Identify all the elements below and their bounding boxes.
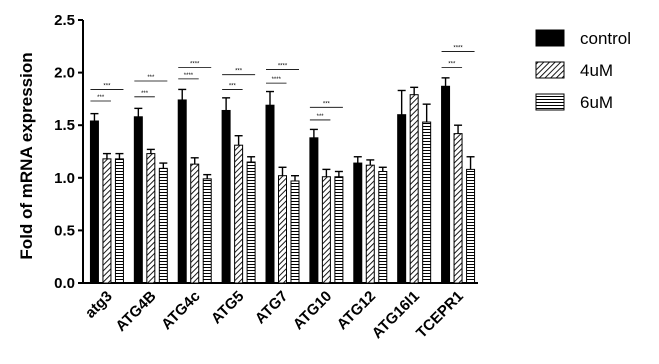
bar-6uM	[290, 180, 300, 284]
significance-label: ****	[272, 77, 282, 83]
bar-control	[441, 85, 451, 284]
significance-label: ***	[235, 69, 243, 75]
bar-6uM	[466, 168, 476, 284]
bar-4uM	[190, 163, 200, 284]
significance-label: ***	[97, 95, 105, 101]
bar-control	[265, 104, 275, 284]
x-tick-label: ATG16l1	[369, 288, 423, 342]
bar-6uM	[334, 176, 344, 284]
x-tick-label: TCEPR1	[413, 288, 467, 342]
legend-swatch-6uM	[535, 93, 565, 111]
y-tick-label: 0.0	[54, 275, 75, 292]
bar-control	[397, 114, 407, 284]
y-axis-title: Fold of mRNA expression	[17, 52, 36, 259]
x-tick-label: ATG4B	[112, 288, 159, 335]
legend-label-4uM: 4uM	[580, 61, 613, 80]
bar-6uM	[246, 161, 256, 284]
bar-4uM	[321, 176, 331, 284]
significance-label: ****	[184, 73, 194, 79]
bar-control	[353, 162, 363, 284]
significance-label: ***	[229, 83, 237, 89]
y-tick-label: 2.0	[54, 65, 75, 82]
bar-6uM	[378, 170, 388, 284]
bar-6uM	[202, 178, 212, 284]
legend-swatch-control	[535, 29, 565, 47]
significance-label: ****	[190, 61, 200, 67]
significance-label: ***	[317, 114, 325, 120]
legend-label-6uM: 6uM	[580, 93, 613, 112]
significance-label: ***	[448, 61, 456, 67]
legend-label-control: control	[580, 29, 631, 48]
bar-4uM	[102, 158, 112, 284]
significance-label: ***	[323, 101, 331, 107]
bar-4uM	[278, 175, 287, 284]
significance-label: ***	[103, 83, 111, 89]
legend: control 4uM 6uM	[535, 29, 631, 112]
bar-control	[177, 99, 187, 284]
significance-label: ****	[453, 46, 463, 52]
x-tick-label: ATG5	[208, 288, 248, 328]
legend-swatch-4uM	[535, 61, 565, 79]
bar-6uM	[422, 121, 432, 284]
y-tick-label: 2.5	[54, 12, 75, 29]
y-tick-label: 1.5	[54, 117, 75, 134]
bar-control	[221, 109, 231, 284]
x-tick-label: atg3	[82, 288, 116, 322]
x-tick-label: ATG10	[290, 288, 335, 333]
y-tick-label: 1.0	[54, 170, 75, 187]
x-tick-label: ATG7	[252, 288, 292, 328]
y-tick-label: 0.5	[54, 222, 75, 239]
bar-control	[89, 120, 99, 284]
bar-4uM	[365, 164, 375, 284]
bar-4uM	[234, 144, 244, 284]
bar-4uM	[409, 94, 419, 284]
x-tick-label: ATG4c	[158, 288, 203, 333]
bar-4uM	[146, 153, 156, 284]
bar-6uM	[158, 167, 168, 284]
significance-label: ***	[141, 91, 149, 97]
bar-6uM	[114, 158, 124, 284]
bar-4uM	[453, 133, 463, 284]
bar-control	[309, 137, 319, 284]
significance-label: ***	[147, 75, 155, 81]
significance-label: ****	[278, 63, 288, 69]
bar-control	[133, 116, 143, 284]
